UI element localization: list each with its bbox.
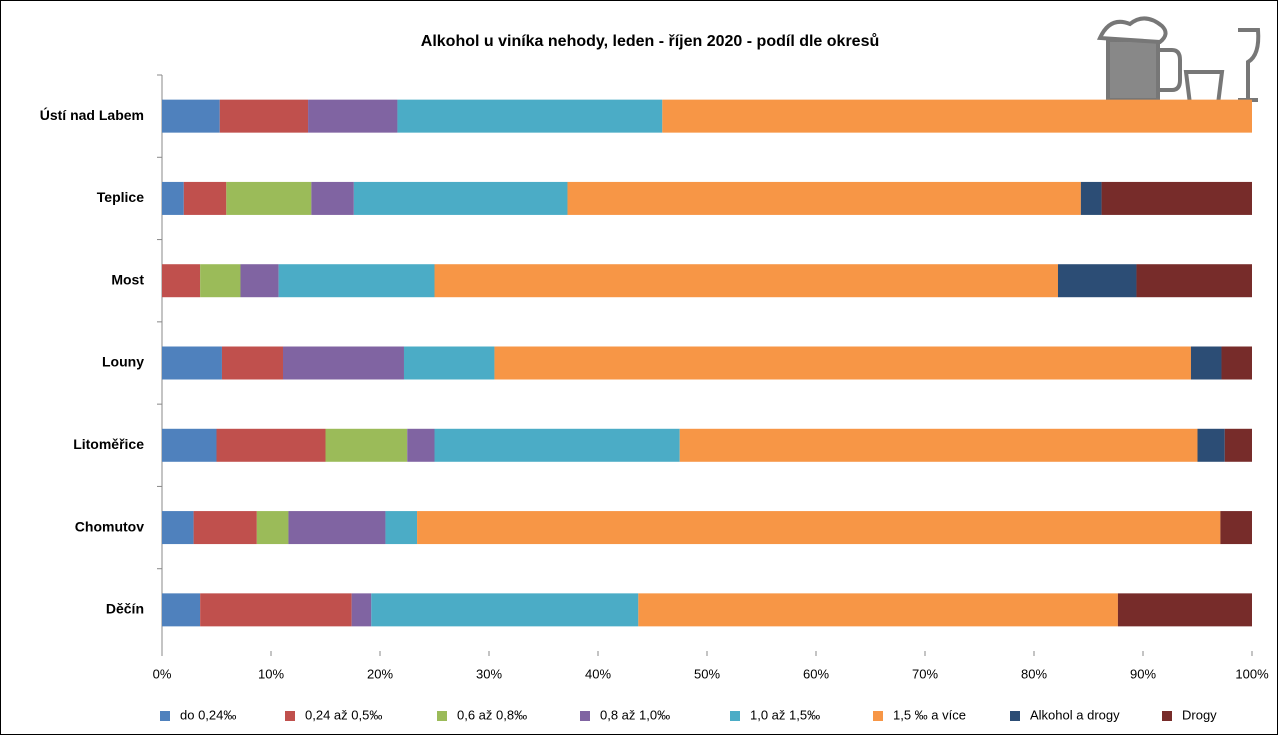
- x-tick-label: 20%: [367, 666, 393, 681]
- x-tick-label: 40%: [585, 666, 611, 681]
- bar-segment: [226, 181, 312, 215]
- legend-label: 1,5 ‰ a více: [893, 707, 966, 722]
- bar-segment: [221, 346, 283, 380]
- bar-segment: [403, 346, 495, 380]
- bar-segment: [162, 511, 194, 545]
- bar-segment: [193, 511, 257, 545]
- bar-segment: [1197, 428, 1225, 462]
- bar-segment: [162, 99, 220, 133]
- legend-swatch: [285, 711, 295, 721]
- bar-segment: [325, 428, 408, 462]
- legend-label: Alkohol a drogy: [1030, 707, 1120, 722]
- x-tick-label: 90%: [1130, 666, 1156, 681]
- x-tick-label: 70%: [912, 666, 938, 681]
- y-tick-label: Teplice: [97, 189, 144, 205]
- bar-segment: [183, 181, 227, 215]
- bar-segment: [417, 511, 1221, 545]
- legend-label: 0,6 až 0,8‰: [457, 707, 527, 722]
- bar-segment: [219, 99, 309, 133]
- y-tick-label: Louny: [102, 354, 144, 370]
- bar-segment: [371, 593, 639, 627]
- y-tick-label: Most: [111, 271, 144, 287]
- x-tick-label: 10%: [258, 666, 284, 681]
- bar-segment: [385, 511, 418, 545]
- bar-segment: [1057, 264, 1137, 298]
- y-tick-label: Chomutov: [75, 518, 144, 534]
- legend-label: do 0,24‰: [180, 707, 236, 722]
- bar-segment: [1117, 593, 1252, 627]
- bar-segment: [407, 428, 435, 462]
- bar-segment: [1190, 346, 1222, 380]
- bar-segment: [256, 511, 289, 545]
- bar-segment: [308, 99, 398, 133]
- bar-segment: [1101, 181, 1252, 215]
- legend-label: 1,0 až 1,5‰: [750, 707, 820, 722]
- bar-segment: [162, 346, 222, 380]
- bar-segment: [567, 181, 1081, 215]
- legend-swatch: [160, 711, 170, 721]
- x-tick-label: 100%: [1235, 666, 1269, 681]
- x-tick-label: 80%: [1021, 666, 1047, 681]
- bar-segment: [200, 264, 241, 298]
- x-tick-label: 30%: [476, 666, 502, 681]
- bar-segment: [278, 264, 435, 298]
- bar-segment: [240, 264, 279, 298]
- legend-label: Drogy: [1182, 707, 1217, 722]
- y-tick-label: Děčín: [106, 601, 144, 617]
- bar-segment: [679, 428, 1198, 462]
- y-tick-label: Ústí nad Labem: [40, 106, 144, 123]
- bar-segment: [1221, 346, 1252, 380]
- bar-segment: [662, 99, 1252, 133]
- bar-segment: [162, 428, 217, 462]
- bar-segment: [162, 264, 201, 298]
- legend-swatch: [873, 711, 883, 721]
- bar-segment: [494, 346, 1191, 380]
- bar-segment: [434, 264, 1058, 298]
- bar-segment: [434, 428, 680, 462]
- bar-segment: [311, 181, 354, 215]
- legend-swatch: [580, 711, 590, 721]
- bar-segment: [216, 428, 326, 462]
- bar-segment: [351, 593, 372, 627]
- bar-segment: [353, 181, 568, 215]
- chart-title: Alkohol u viníka nehody, leden - říjen 2…: [421, 33, 879, 50]
- y-tick-label: Litoměřice: [73, 436, 144, 452]
- bar-segment: [397, 99, 663, 133]
- bar-segment: [162, 593, 201, 627]
- legend-label: 0,24 až 0,5‰: [305, 707, 382, 722]
- x-tick-label: 60%: [803, 666, 829, 681]
- bar-segment: [1224, 428, 1252, 462]
- bar-segment: [1220, 511, 1252, 545]
- bar-segment: [162, 181, 184, 215]
- bar-segment: [282, 346, 404, 380]
- legend-label: 0,8 až 1,0‰: [600, 707, 670, 722]
- bar-segment: [200, 593, 352, 627]
- x-tick-label: 0%: [153, 666, 172, 681]
- legend-swatch: [730, 711, 740, 721]
- legend-swatch: [1010, 711, 1020, 721]
- bar-segment: [1080, 181, 1102, 215]
- legend-swatch: [437, 711, 447, 721]
- bar-segment: [288, 511, 386, 545]
- bar-segment: [1136, 264, 1252, 298]
- bar-segment: [638, 593, 1118, 627]
- x-tick-label: 50%: [694, 666, 720, 681]
- legend-swatch: [1162, 711, 1172, 721]
